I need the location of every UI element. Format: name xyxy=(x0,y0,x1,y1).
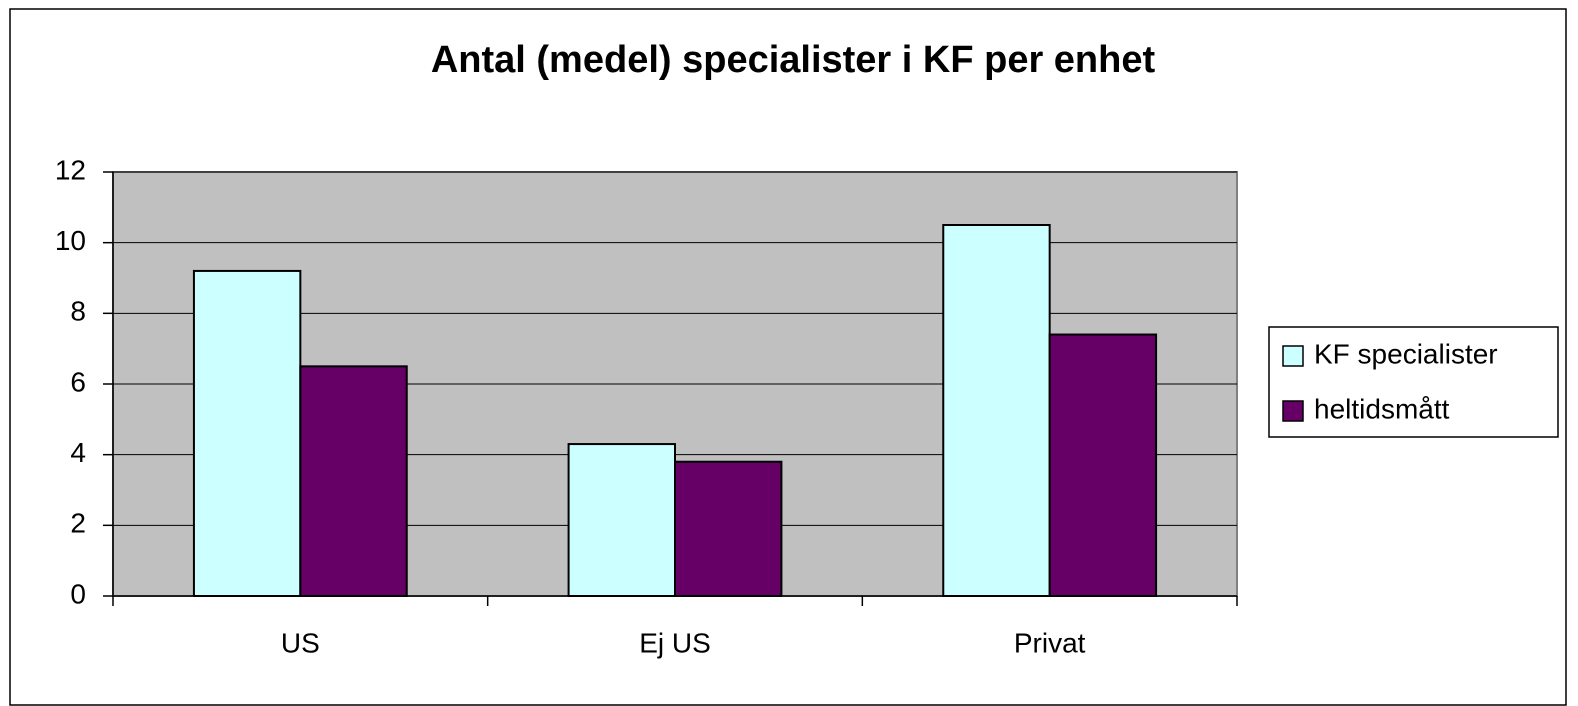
bar xyxy=(299,365,408,598)
x-tick-label: Privat xyxy=(1014,627,1086,658)
legend-label: KF specialister xyxy=(1314,338,1498,369)
legend-swatch xyxy=(1282,400,1304,422)
y-tick-label: 0 xyxy=(70,578,86,609)
x-tick-label: Ej US xyxy=(639,627,711,658)
legend-swatch xyxy=(1282,345,1304,367)
legend-label: heltidsmått xyxy=(1314,393,1450,424)
y-tick-label: 10 xyxy=(55,225,86,256)
legend xyxy=(1268,326,1559,438)
chart-title: Antal (medel) specialister i KF per enhe… xyxy=(431,39,1156,81)
y-tick-label: 12 xyxy=(55,154,86,185)
x-tick-label: US xyxy=(281,627,320,658)
y-tick-label: 4 xyxy=(70,437,86,468)
bar xyxy=(1048,333,1158,597)
y-tick-label: 6 xyxy=(70,366,86,397)
bar xyxy=(942,224,1051,597)
y-tick-label: 8 xyxy=(70,296,86,327)
bar xyxy=(192,269,302,597)
y-tick-label: 2 xyxy=(70,508,86,539)
bar xyxy=(674,460,783,597)
bar xyxy=(567,443,676,598)
